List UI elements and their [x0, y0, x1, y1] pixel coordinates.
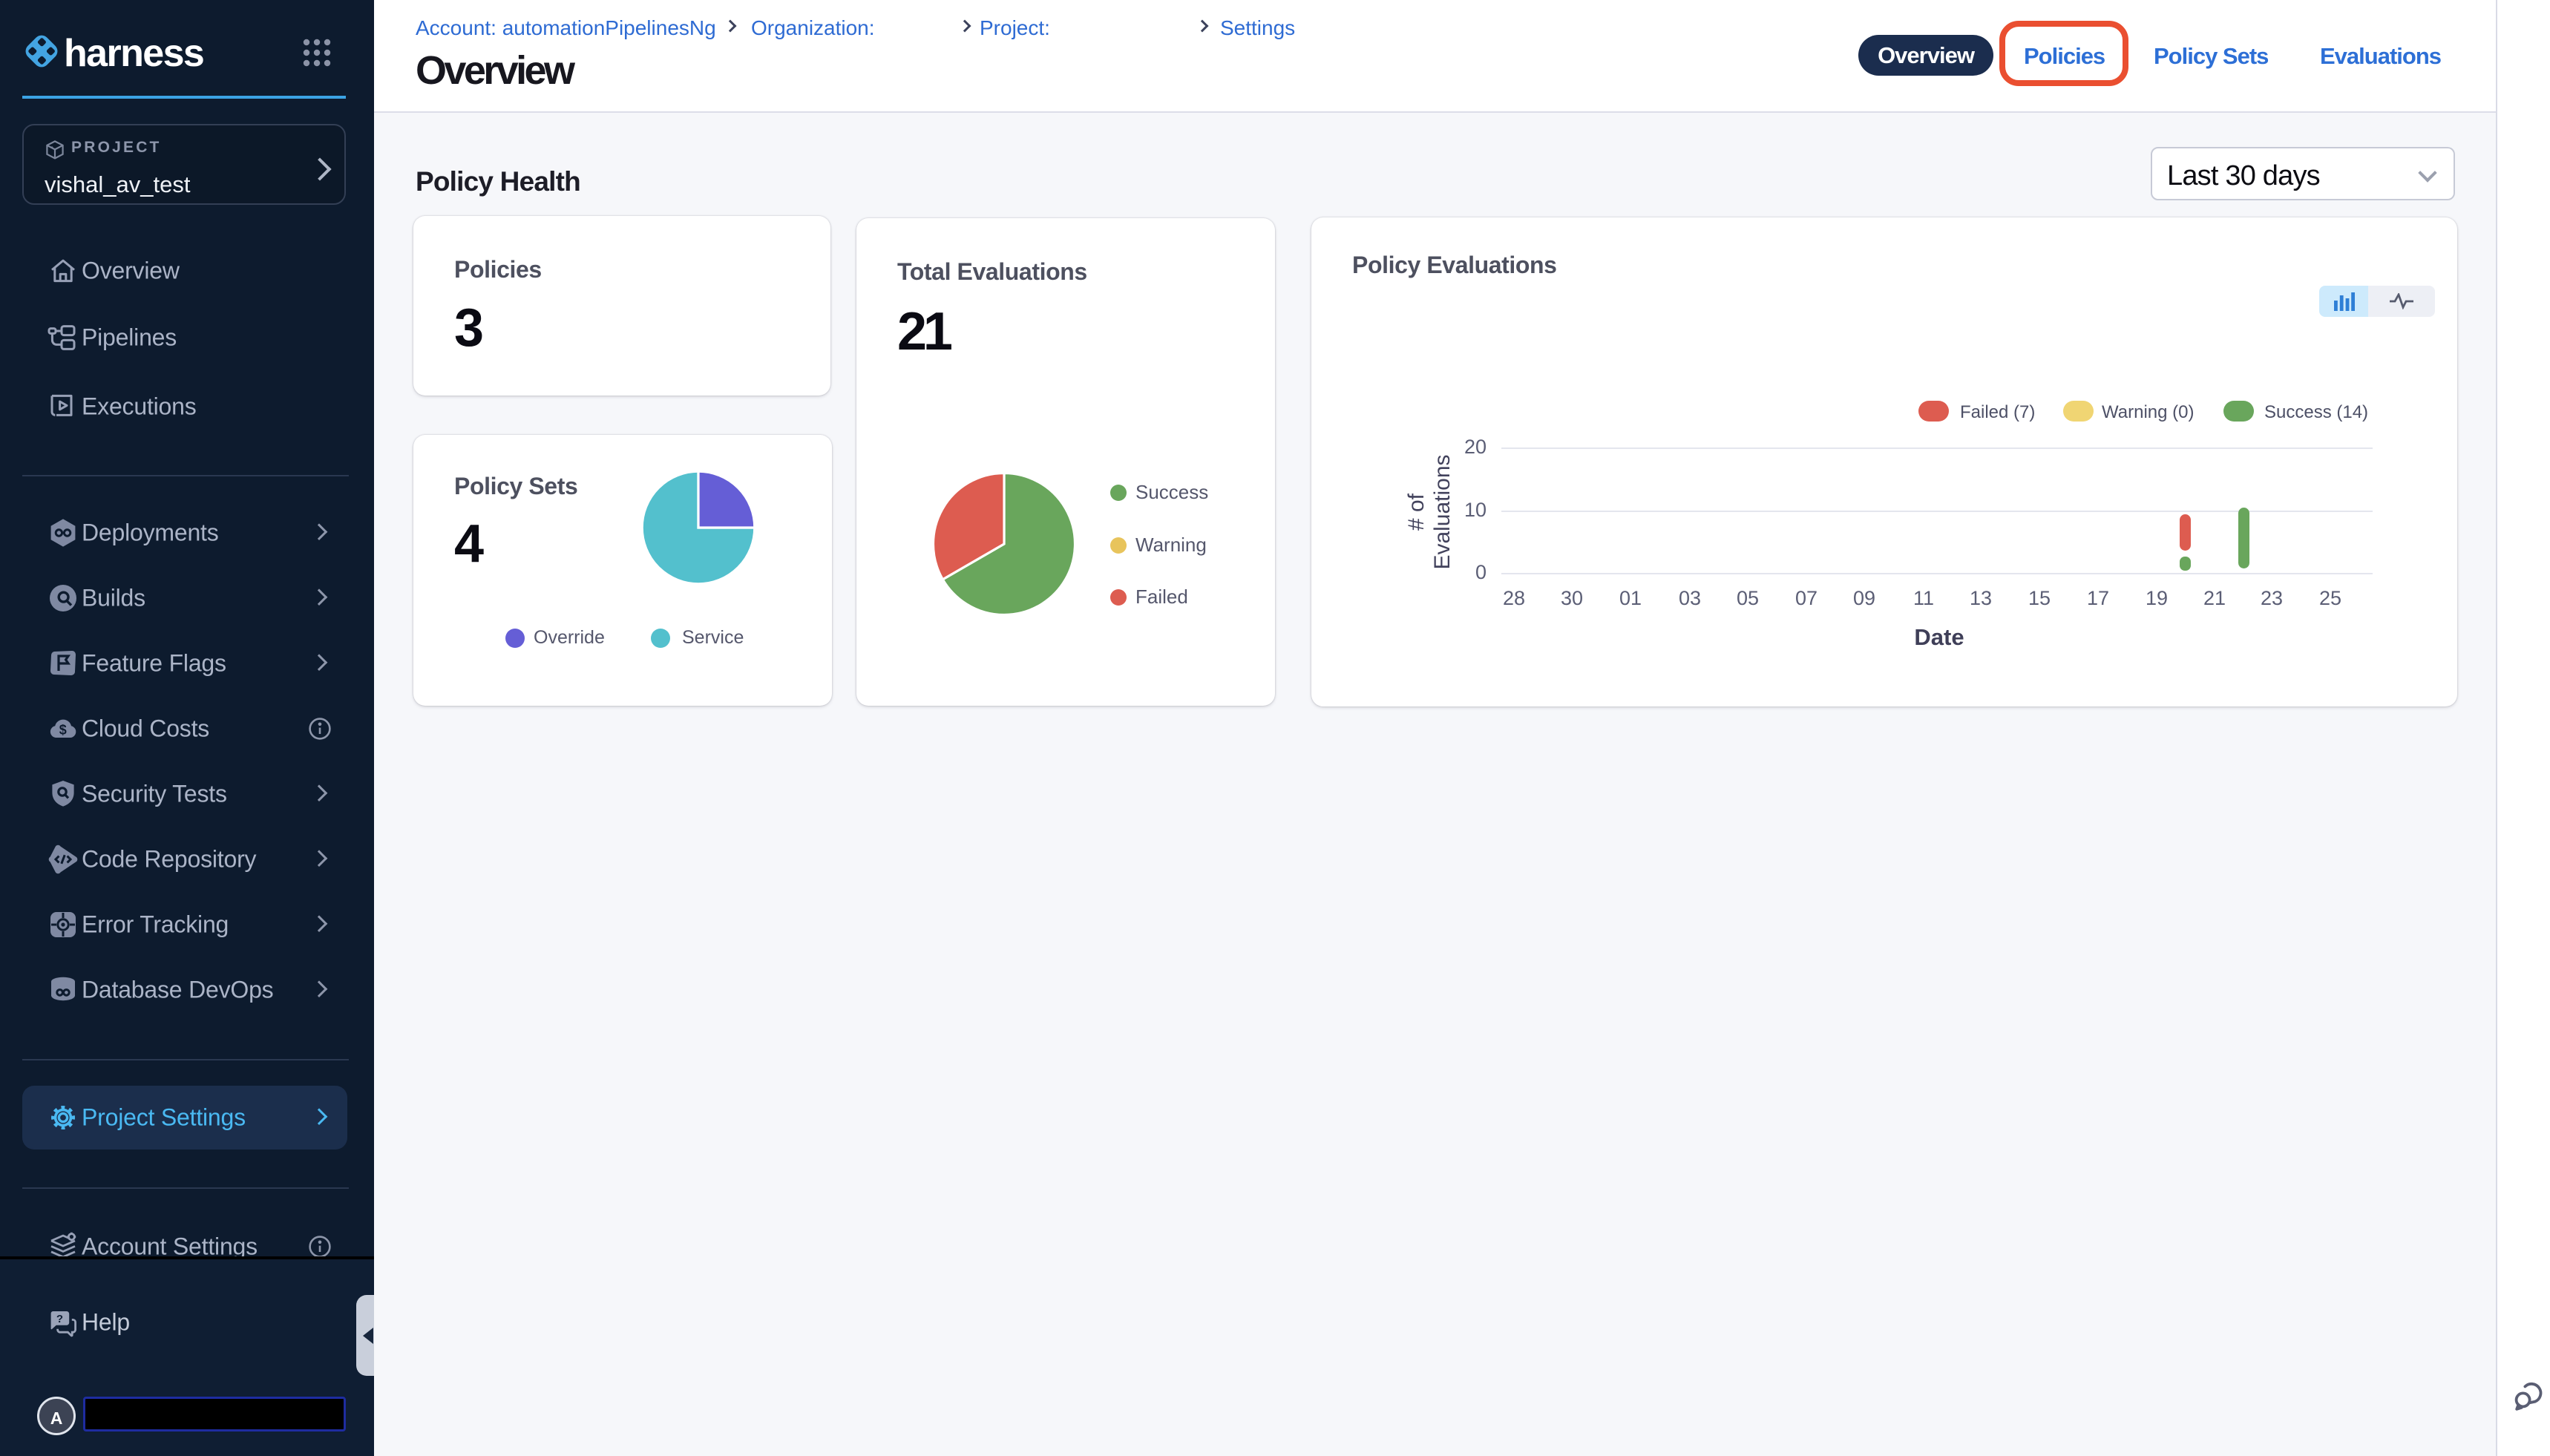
svg-text:?: ? — [56, 1313, 63, 1325]
svg-text:$: $ — [59, 722, 67, 737]
